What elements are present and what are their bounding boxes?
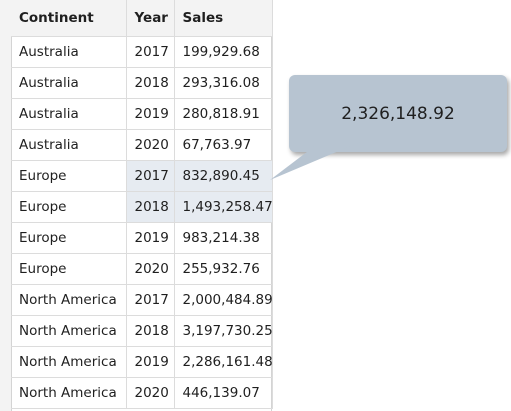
cell-continent[interactable]: Europe	[11, 191, 127, 223]
cell-sales[interactable]: 293,316.08	[174, 67, 273, 99]
cell-year[interactable]: 2017	[126, 36, 175, 68]
table-row[interactable]: North America 2019 2,286,161.48	[11, 346, 273, 378]
cell-sales[interactable]: 446,139.07	[174, 377, 273, 409]
table-row[interactable]: Australia 2019 280,818.91	[11, 98, 273, 130]
cell-continent[interactable]: North America	[11, 377, 127, 409]
callout-pointer	[270, 142, 360, 180]
table-row[interactable]: North America 2018 3,197,730.25	[11, 315, 273, 347]
table-row[interactable]: Europe 2020 255,932.76	[11, 253, 273, 285]
tooltip-callout: 2,326,148.92	[289, 75, 507, 152]
cell-sales[interactable]: 280,818.91	[174, 98, 273, 130]
table-row[interactable]: Australia 2018 293,316.08	[11, 67, 273, 99]
cell-continent[interactable]: North America	[11, 315, 127, 347]
column-header-year[interactable]: Year	[126, 0, 175, 37]
table-row[interactable]: Europe 2017 832,890.45	[11, 160, 273, 192]
cell-sales[interactable]: 255,932.76	[174, 253, 273, 285]
cell-continent[interactable]: Australia	[11, 129, 127, 161]
cell-continent[interactable]: Europe	[11, 253, 127, 285]
cell-year[interactable]: 2020	[126, 377, 175, 409]
cell-continent[interactable]: North America	[11, 284, 127, 316]
cell-sales[interactable]: 67,763.97	[174, 129, 273, 161]
cell-year[interactable]: 2019	[126, 346, 175, 378]
cell-sales[interactable]: 2,286,161.48	[174, 346, 273, 378]
cell-continent[interactable]: North America	[11, 346, 127, 378]
cell-continent[interactable]: Europe	[11, 222, 127, 254]
table-row[interactable]: Australia 2017 199,929.68	[11, 36, 273, 68]
sales-table: Continent Year Sales Australia 2017 199,92…	[11, 0, 273, 409]
cell-year[interactable]: 2018	[126, 191, 175, 223]
cell-year[interactable]: 2017	[126, 160, 175, 192]
cell-continent[interactable]: Europe	[11, 160, 127, 192]
cell-sales[interactable]: 3,197,730.25	[174, 315, 273, 347]
cell-continent[interactable]: Australia	[11, 98, 127, 130]
table-row[interactable]: North America 2017 2,000,484.89	[11, 284, 273, 316]
column-header-continent[interactable]: Continent	[11, 0, 127, 37]
cell-year[interactable]: 2018	[126, 315, 175, 347]
cell-year[interactable]: 2017	[126, 284, 175, 316]
table-row[interactable]: Australia 2020 67,763.97	[11, 129, 273, 161]
cell-year[interactable]: 2020	[126, 253, 175, 285]
header-row: Continent Year Sales	[11, 0, 273, 37]
cell-sales[interactable]: 2,000,484.89	[174, 284, 273, 316]
cell-sales[interactable]: 983,214.38	[174, 222, 273, 254]
cell-sales[interactable]: 1,493,258.47	[174, 191, 273, 223]
column-header-sales[interactable]: Sales	[174, 0, 273, 37]
table-row[interactable]: Europe 2019 983,214.38	[11, 222, 273, 254]
cell-year[interactable]: 2018	[126, 67, 175, 99]
table-row[interactable]: Europe 2018 1,493,258.47	[11, 191, 273, 223]
cell-sales[interactable]: 199,929.68	[174, 36, 273, 68]
data-grid: Continent Year Sales Australia 2017 199,92…	[0, 0, 273, 411]
callout-value: 2,326,148.92	[341, 103, 455, 124]
cell-year[interactable]: 2019	[126, 222, 175, 254]
cell-continent[interactable]: Australia	[11, 67, 127, 99]
cell-sales[interactable]: 832,890.45	[174, 160, 273, 192]
cell-year[interactable]: 2020	[126, 129, 175, 161]
cell-continent[interactable]: Australia	[11, 36, 127, 68]
table-row[interactable]: North America 2020 446,139.07	[11, 377, 273, 409]
cell-year[interactable]: 2019	[126, 98, 175, 130]
